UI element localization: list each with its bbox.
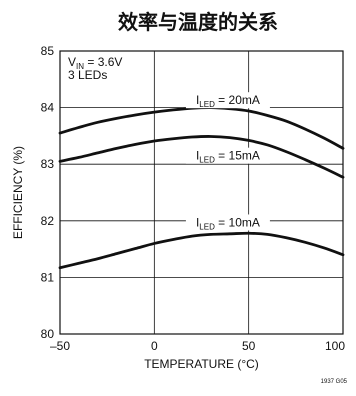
y-tick-label: 82 bbox=[41, 214, 55, 228]
series-line-2 bbox=[58, 135, 345, 179]
series-labels: ILED = 20mA ILED = 15mA ILED = 10mA bbox=[185, 92, 270, 231]
series-line-3 bbox=[58, 231, 345, 270]
figure-code: 1937 G05 bbox=[321, 379, 348, 385]
series-label-1: ILED = 20mA bbox=[196, 93, 260, 109]
y-axis-label: EFFICIENCY (%) bbox=[11, 146, 25, 239]
series-label-background bbox=[185, 214, 270, 231]
series-label-background bbox=[185, 147, 270, 164]
y-tick-label: 84 bbox=[41, 101, 55, 115]
x-axis-label: TEMPERATURE (°C) bbox=[144, 357, 259, 371]
y-tick-label: 80 bbox=[41, 327, 55, 341]
y-tick-label: 85 bbox=[41, 44, 55, 58]
series-label-2: ILED = 15mA bbox=[196, 149, 260, 165]
x-tick-label: 0 bbox=[151, 339, 158, 353]
plot-frame bbox=[59, 50, 344, 335]
led-count-label: 3 LEDs bbox=[68, 68, 107, 82]
conditions-annotation: VIN = 3.6V 3 LEDs bbox=[68, 55, 122, 82]
y-tick-label: 81 bbox=[41, 270, 55, 284]
y-tick-label: 83 bbox=[41, 157, 55, 171]
series-label-3: ILED = 10mA bbox=[196, 215, 260, 231]
vin-value: = 3.6V bbox=[84, 55, 122, 69]
chart-title: 效率与温度的关系 bbox=[118, 10, 278, 34]
x-tick-label: –50 bbox=[50, 339, 70, 353]
vin-condition-label: VIN = 3.6V bbox=[68, 55, 122, 71]
series-label-background bbox=[185, 92, 270, 109]
tick-layer: 80 81 82 83 84 85 –50 0 50 100 bbox=[41, 44, 346, 353]
curve-layer bbox=[58, 106, 345, 270]
vin-subscript: IN bbox=[76, 62, 84, 71]
x-tick-label: 50 bbox=[242, 339, 256, 353]
series-line-1 bbox=[58, 106, 345, 150]
vin-main: V bbox=[68, 55, 76, 69]
x-tick-label: 100 bbox=[325, 339, 345, 353]
